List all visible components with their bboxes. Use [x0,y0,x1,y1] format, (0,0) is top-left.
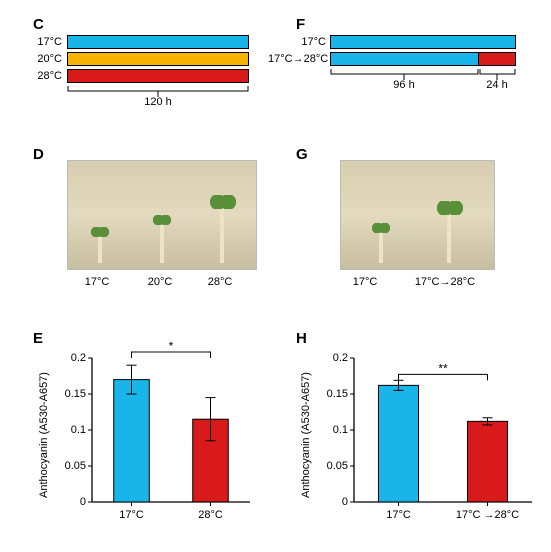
panel-label-f: F [296,16,305,33]
svg-text:17°C →28°C: 17°C →28°C [456,509,519,521]
seedling-g-1 [447,211,451,263]
svg-text:0.15: 0.15 [65,388,86,400]
leaves-d-2 [210,195,236,209]
time-label-f-0: 96 h [330,79,478,91]
leaves-d-1 [153,215,171,225]
photo-label-d-2: 28°C [195,276,245,288]
cond-label-c-2: 28°C [30,70,62,82]
svg-text:*: * [169,340,174,353]
ylabel-h: Anthocyanin (A530-A657) [300,360,312,510]
svg-text:0.05: 0.05 [327,460,348,472]
bar-f-0 [330,35,516,49]
seedling-d-1 [160,221,164,263]
svg-text:**: ** [438,361,448,375]
bar-f-1a [330,52,479,66]
seedling-d-2 [220,205,224,263]
ylabel-e: Anthocyanin (A530-A657) [38,360,50,510]
bar-f-1b [478,52,516,66]
svg-text:0: 0 [342,496,348,508]
panel-label-h: H [296,330,307,347]
svg-text:0.2: 0.2 [71,352,86,364]
leaves-g-0 [372,223,390,233]
chart-h: 0 0.05 0.1 0.15 0.2 17°C 17°C →28°C ** [318,340,538,530]
bar-c-2 [67,69,249,83]
svg-text:0: 0 [80,496,86,508]
seedling-d-0 [98,233,102,263]
svg-text:0.1: 0.1 [333,424,348,436]
cond-label-f-0: 17°C [268,36,326,48]
svg-text:17°C: 17°C [386,509,411,521]
photo-label-d-0: 17°C [72,276,122,288]
leaves-g-1 [437,201,463,215]
cond-label-c-0: 17°C [30,36,62,48]
svg-text:28°C: 28°C [198,509,223,521]
panel-label-e: E [33,330,43,347]
time-label-f-1: 24 h [478,79,516,91]
panel-label-g: G [296,146,308,163]
svg-text:0.15: 0.15 [327,388,348,400]
photo-g [340,160,495,270]
svg-text:17°C: 17°C [119,509,144,521]
svg-text:0.2: 0.2 [333,352,348,364]
photo-label-g-1: 17°C→28°C [400,276,490,288]
photo-label-d-1: 20°C [135,276,185,288]
seedling-g-0 [379,229,383,263]
svg-text:0.05: 0.05 [65,460,86,472]
photo-d [67,160,257,270]
panel-label-d: D [33,146,44,163]
svg-text:0.1: 0.1 [71,424,86,436]
bar-c-0 [67,35,249,49]
bar-c-1 [67,52,249,66]
panel-label-c: C [33,16,44,33]
cond-label-c-1: 20°C [30,53,62,65]
cond-label-f-1: 17°C→28°C [268,53,326,65]
chart-e: 0 0.05 0.1 0.15 0.2 17°C 28°C * [56,340,256,530]
leaves-d-0 [91,227,109,237]
time-label-c: 120 h [67,96,249,108]
photo-label-g-0: 17°C [335,276,395,288]
